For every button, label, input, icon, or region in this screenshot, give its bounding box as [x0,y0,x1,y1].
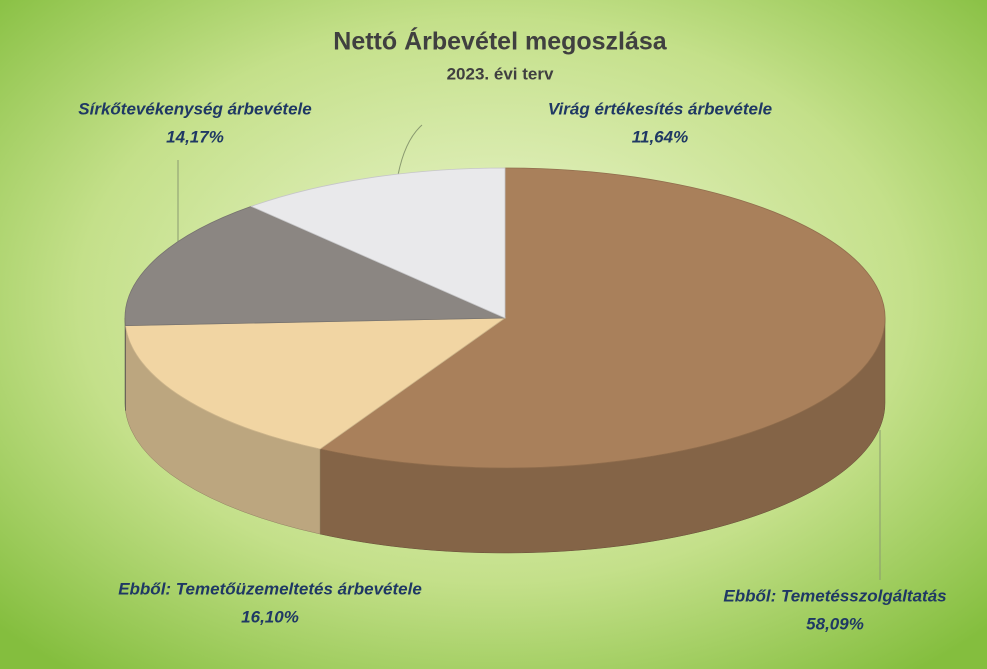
slice [319,167,886,469]
slice-label: Sírkőtevékenység árbevétele [78,99,311,118]
slice-value-label: 11,64% [632,127,688,146]
slice-label: Ebből: Temetésszolgáltatás [723,586,946,605]
slice-label: Virág értékesítés árbevétele [548,99,772,118]
labels: Ebből: Temetésszolgáltatás 58,09% Ebből: T… [78,99,946,633]
slice-value-label: 14,17% [166,127,224,146]
chart-title: Nettó Árbevétel megoszlása [333,27,668,56]
slice-value-label: 58,09% [806,614,864,633]
slice-label: Ebből: Temetőüzemeltetés árbevétele [118,579,422,598]
chart-subtitle: 2023. évi terv [447,64,554,83]
pie [124,167,886,554]
slice [250,167,506,319]
slice [124,205,506,327]
slice-value-label: 16,10% [241,607,299,626]
slice [125,317,507,450]
